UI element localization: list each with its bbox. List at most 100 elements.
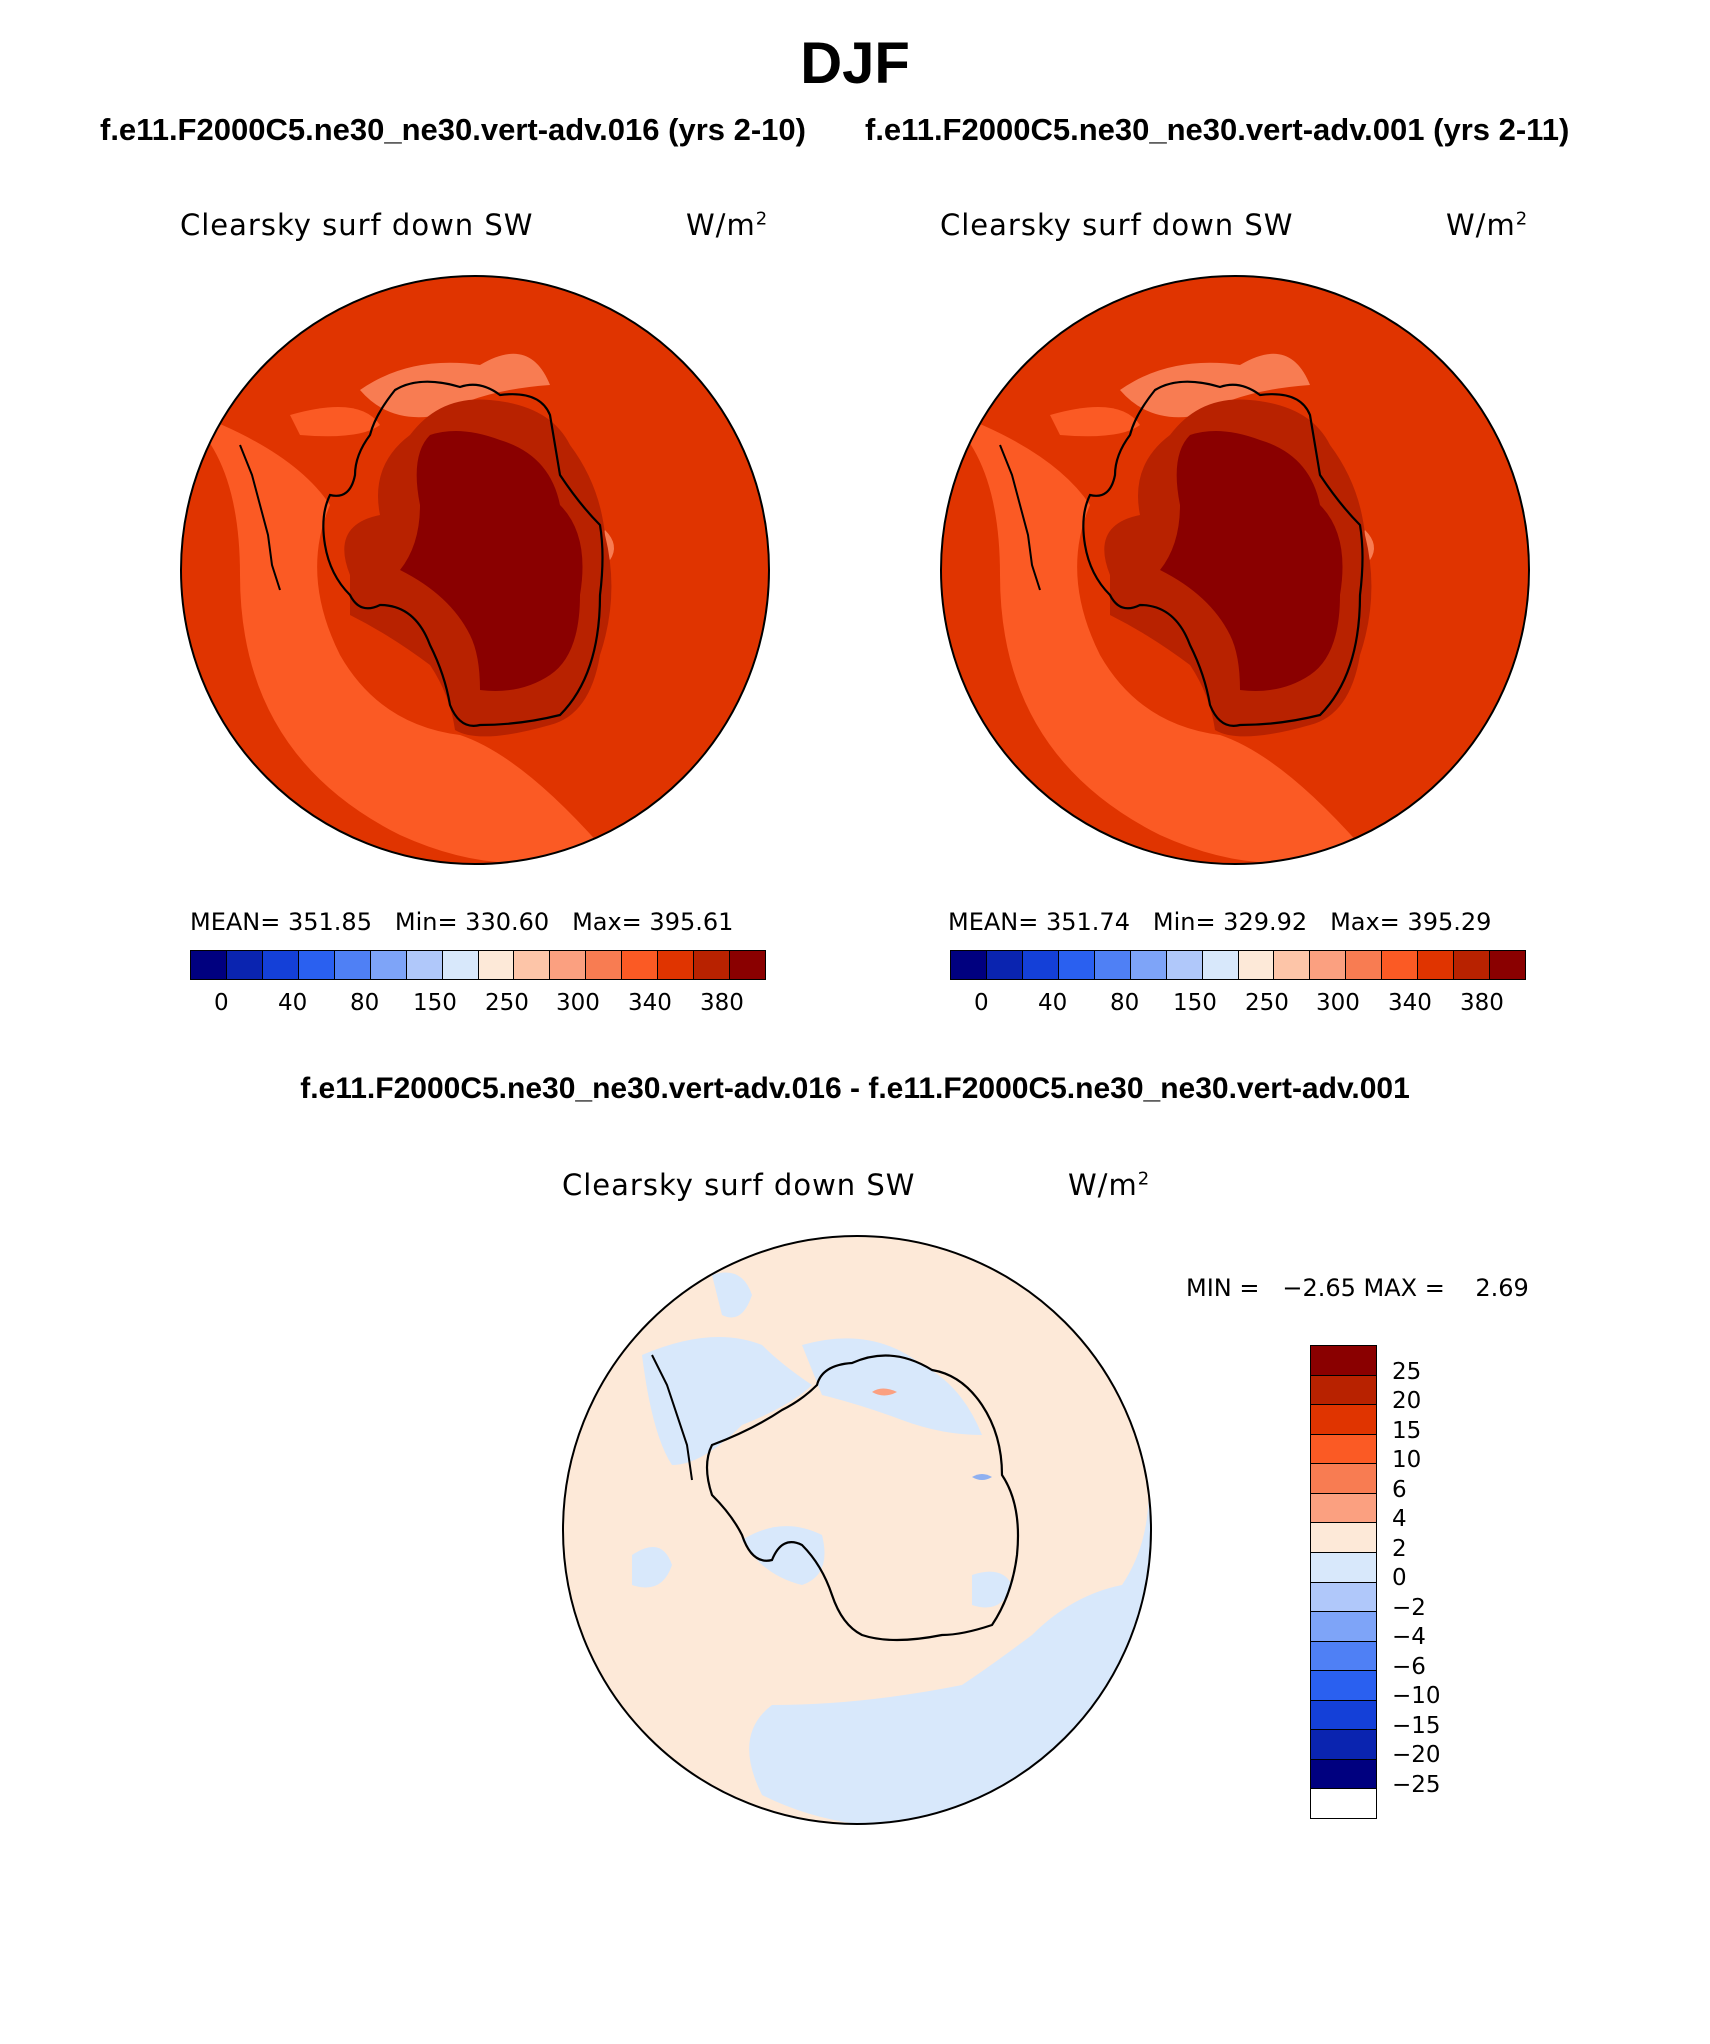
right-colorbar-swatch-2	[986, 951, 1023, 979]
diff-neg-patch-7	[972, 1571, 1012, 1608]
left-colorbar-swatch-10	[514, 951, 551, 979]
left-stats: MEAN= 351.85 Min= 330.60 Max= 395.61	[190, 908, 733, 936]
right-max: Max= 395.29	[1330, 908, 1492, 936]
left-tick-1: 0	[214, 990, 229, 1016]
left-tick-6: 300	[556, 990, 600, 1016]
diff-map-border	[562, 1235, 1152, 1825]
right-tick-3: 80	[1110, 990, 1140, 1016]
right-colorbar-swatch-3	[1022, 951, 1059, 979]
left-coastline	[322, 380, 604, 727]
diff-minmax: MIN = −2.65 MAX = 2.69	[1186, 1274, 1529, 1302]
left-colorbar-swatch-5	[334, 951, 371, 979]
left-colorbar-swatch-14	[658, 951, 695, 979]
left-max: Max= 395.61	[572, 908, 734, 936]
diff-peninsula-coast	[651, 1354, 693, 1481]
left-map-border	[180, 275, 770, 865]
diff-polar-map	[562, 1235, 1152, 1825]
left-min: Min= 330.60	[394, 908, 550, 936]
diff-colorbar-swatch-7	[1311, 1523, 1376, 1553]
season-title: DJF	[800, 31, 910, 96]
left-colorbar-swatch-7	[406, 951, 443, 979]
diff-neg-patch-2	[642, 1337, 812, 1465]
left-colorbar-swatch-13	[622, 951, 659, 979]
diff-neg-patch-8	[972, 1474, 992, 1480]
left-colorbar-swatch-16	[730, 951, 765, 979]
diff-units-text: W/m	[1068, 1168, 1138, 1202]
right-colorbar-swatch-11	[1310, 951, 1347, 979]
left-field-label: Clearsky surf down SW	[180, 208, 534, 242]
diff-colorbar-swatch-3	[1311, 1405, 1376, 1435]
left-units-label: W/m2	[686, 208, 768, 242]
right-tick-1: 0	[974, 990, 989, 1016]
right-units-sup: 2	[1515, 208, 1529, 230]
right-colorbar-swatch-10	[1274, 951, 1311, 979]
left-map-outer-band	[181, 405, 600, 863]
diff-tick-8: 0	[1392, 1565, 1407, 1591]
right-stats: MEAN= 351.74 Min= 329.92 Max= 395.29	[948, 908, 1491, 936]
right-colorbar-swatch-1	[951, 951, 987, 979]
left-polar-map	[180, 275, 770, 865]
left-map-patch-1	[290, 407, 380, 437]
left-tick-7: 340	[628, 990, 672, 1016]
right-field-label: Clearsky surf down SW	[940, 208, 1294, 242]
left-colorbar-swatch-2	[226, 951, 263, 979]
left-tick-5: 250	[485, 990, 529, 1016]
diff-colorbar-swatch-14	[1311, 1730, 1376, 1760]
right-map-patch-1	[1050, 407, 1140, 437]
diff-units-sup: 2	[1137, 1168, 1151, 1190]
right-tick-7: 340	[1388, 990, 1432, 1016]
diff-colorbar-swatch-11	[1311, 1641, 1376, 1672]
left-colorbar-swatch-4	[298, 951, 335, 979]
diff-tick-10: −4	[1392, 1624, 1426, 1650]
left-units-sup: 2	[755, 208, 769, 230]
diff-field-label: Clearsky surf down SW	[562, 1168, 916, 1202]
diff-colorbar-swatch-10	[1311, 1612, 1376, 1642]
left-colorbar-swatch-9	[478, 951, 515, 979]
diff-colorbar-swatch-4	[1311, 1434, 1376, 1465]
right-colorbar-swatch-7	[1166, 951, 1203, 979]
left-peninsula-coast	[239, 444, 281, 591]
right-coastline	[1082, 380, 1364, 727]
right-colorbar-swatch-15	[1454, 951, 1491, 979]
diff-tick-4: 10	[1392, 1447, 1422, 1473]
right-tick-2: 40	[1038, 990, 1068, 1016]
right-colorbar-swatch-16	[1490, 951, 1525, 979]
diff-neg-patch-4	[749, 1265, 1151, 1824]
diff-colorbar-swatch-13	[1311, 1700, 1376, 1731]
right-tick-5: 250	[1245, 990, 1289, 1016]
right-case-title: f.e11.F2000C5.ne30_ne30.vert-adv.001 (yr…	[865, 112, 1570, 147]
diff-tick-13: −15	[1392, 1713, 1441, 1739]
diff-tick-12: −10	[1392, 1683, 1441, 1709]
diff-colorbar-swatch-5	[1311, 1464, 1376, 1494]
diff-tick-9: −2	[1392, 1595, 1426, 1621]
right-units-text: W/m	[1446, 208, 1516, 242]
right-colorbar-swatch-13	[1382, 951, 1419, 979]
diff-coastline	[705, 1354, 1020, 1642]
left-colorbar-swatch-6	[370, 951, 407, 979]
diff-tick-6: 4	[1392, 1506, 1407, 1532]
right-colorbar-swatch-5	[1094, 951, 1131, 979]
left-tick-3: 80	[350, 990, 380, 1016]
left-case-title: f.e11.F2000C5.ne30_ne30.vert-adv.016 (yr…	[100, 112, 806, 147]
diff-tick-2: 20	[1392, 1388, 1422, 1414]
diff-neg-patch-6	[742, 1526, 825, 1585]
left-colorbar-swatch-8	[442, 951, 479, 979]
left-colorbar-swatch-15	[694, 951, 731, 979]
right-colorbar-swatch-9	[1238, 951, 1275, 979]
diff-neg-patch-1	[712, 1272, 752, 1318]
left-colorbar-swatch-1	[191, 951, 227, 979]
right-colorbar-swatch-6	[1130, 951, 1167, 979]
right-mean: MEAN= 351.74	[948, 908, 1130, 936]
diff-tick-15: −25	[1392, 1772, 1441, 1798]
right-map-outer-band	[941, 405, 1360, 863]
left-tick-8: 380	[700, 990, 744, 1016]
diff-units-label: W/m2	[1068, 1168, 1150, 1202]
diff-tick-5: 6	[1392, 1477, 1407, 1503]
diff-colorbar-swatch-6	[1311, 1493, 1376, 1524]
left-tick-2: 40	[278, 990, 308, 1016]
right-map-border	[940, 275, 1530, 865]
right-tick-8: 380	[1460, 990, 1504, 1016]
left-colorbar-swatch-3	[262, 951, 299, 979]
diff-colorbar	[1310, 1345, 1377, 1819]
left-colorbar-swatch-12	[586, 951, 623, 979]
